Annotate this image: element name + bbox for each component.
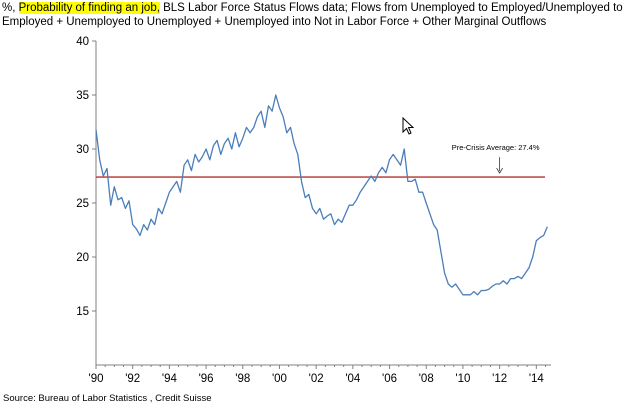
y-tick-label: 25 [76,198,89,210]
x-tick-label: '14 [529,373,545,385]
x-tick-label: '02 [309,373,324,385]
series-probability-line [95,94,548,296]
title-rest: BLS Labor Force Status Flows data; Flows… [159,2,623,14]
chart-title-line-1: %, Probability of finding an job, BLS La… [2,1,623,15]
pre-crisis-average-annotation: Pre-Crisis Average: 27.4% [452,143,540,152]
x-tick-label: '98 [235,373,250,385]
y-tick-label: 35 [76,90,89,102]
annotation-arrow [496,157,503,174]
y-axis-ticks: 15 20 25 30 35 40 [76,36,96,318]
x-tick-label: '00 [272,373,287,385]
chart-title-line-2: Employed + Unemployed to Unemployed + Un… [2,16,547,28]
series-line [95,94,548,296]
x-tick-label: '10 [455,373,470,385]
mouse-pointer-icon [402,117,415,135]
x-tick-label: '94 [162,373,178,385]
x-tick-label: '92 [125,373,140,385]
x-tick-label: '08 [419,373,434,385]
x-tick-label: '12 [492,373,507,385]
title-highlight: Probability of finding an job, [18,2,160,14]
y-tick-label: 20 [76,252,89,264]
source-note: Source: Bureau of Labor Statistics , Cre… [3,393,212,404]
title-prefix: %, [2,2,19,14]
x-tick-label: '04 [345,373,361,385]
annotation-arrow-head [496,167,503,174]
x-tick-label: '06 [382,373,397,385]
y-tick-label: 40 [76,36,89,48]
x-tick-label: '96 [199,373,214,385]
y-tick-label: 15 [76,306,89,318]
axes [95,41,551,366]
y-tick-label: 30 [76,144,89,156]
x-axis-ticks: '90 '92 '94 '96 '98 '00 '02 '04 '06 '08 '10 '12 '14 [89,365,546,385]
x-tick-label: '90 [89,373,104,385]
